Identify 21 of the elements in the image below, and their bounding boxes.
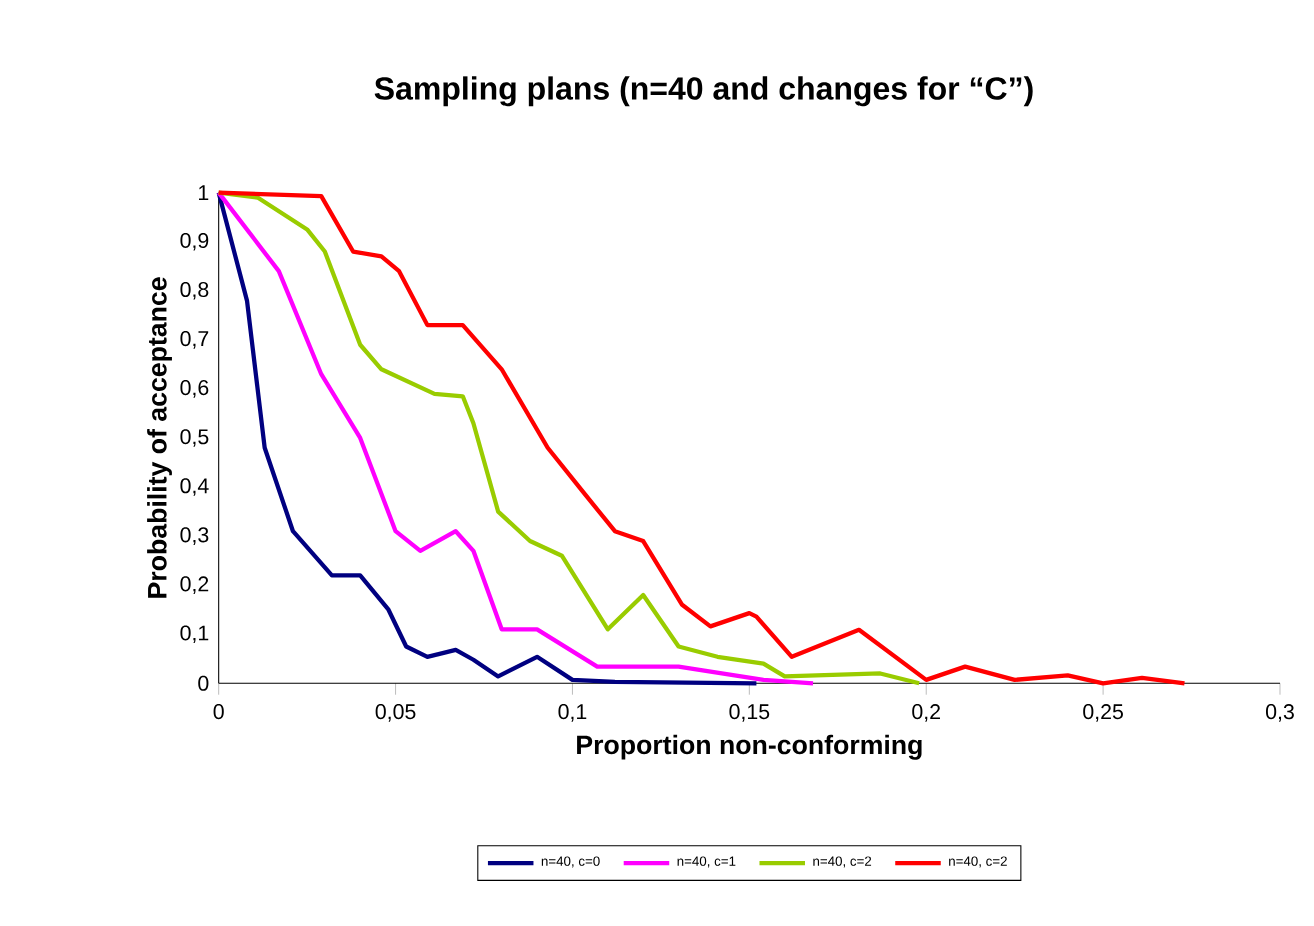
x-tick-label: 0 xyxy=(213,704,224,720)
x-tick-label: 0,15 xyxy=(729,704,770,722)
x-tick-label: 0,25 xyxy=(1083,704,1123,722)
y-tick-label: 0,6 xyxy=(180,380,209,398)
y-tick-label: 0,1 xyxy=(180,625,209,644)
x-tick-label: 0,1 xyxy=(558,704,587,722)
y-tick-label: 0,9 xyxy=(180,232,209,251)
y-tick-label: 0 xyxy=(198,675,209,691)
y-tick-label: 0,5 xyxy=(180,429,209,447)
x-tick-label: 0,05 xyxy=(375,704,416,722)
y-axis-title: Probability of acceptance xyxy=(147,277,172,598)
x-tick-label: 0,3 xyxy=(1266,704,1294,722)
y-tick-label: 0,2 xyxy=(180,576,209,594)
y-tick-label: 1 xyxy=(199,185,209,200)
x-tick-label: 0,2 xyxy=(912,704,940,722)
y-tick-label: 0,3 xyxy=(180,527,209,545)
x-axis-title: Proportion non-conforming xyxy=(577,734,922,760)
y-tick-label: 0,4 xyxy=(180,478,209,496)
y-tick-label: 0,7 xyxy=(180,331,209,349)
y-tick-label: 0,8 xyxy=(180,281,209,300)
chart-title: Sampling plans (n=40 and changes for “C”) xyxy=(374,76,1033,107)
